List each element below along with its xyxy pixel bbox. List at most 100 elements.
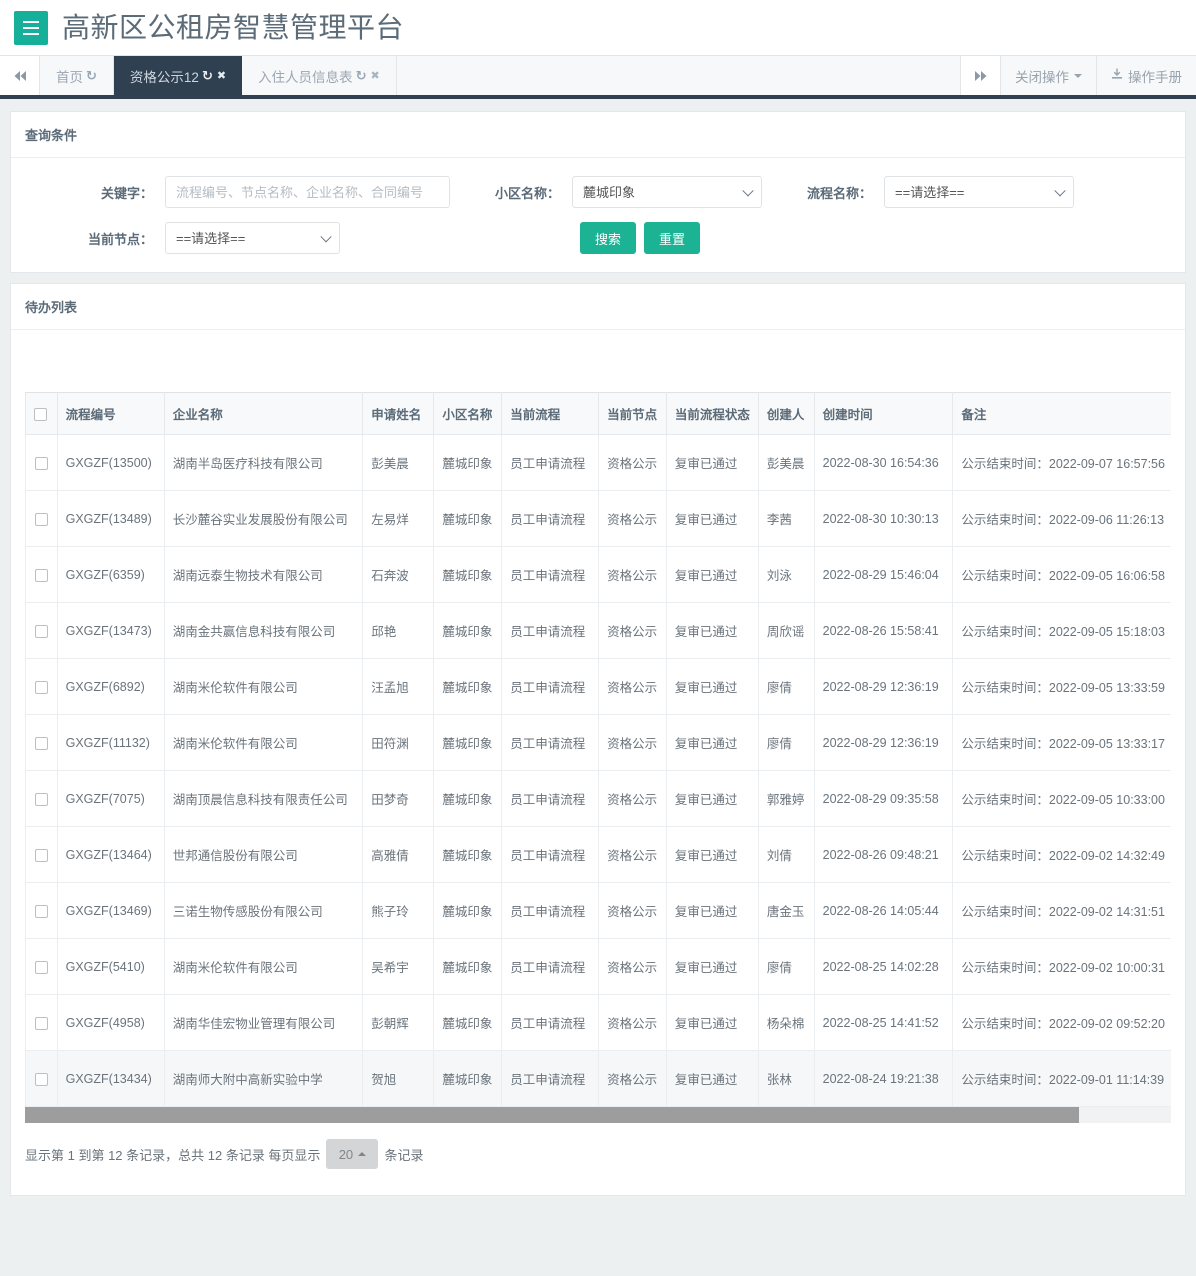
row-select-checkbox[interactable] bbox=[34, 960, 48, 974]
row-select-checkbox[interactable] bbox=[34, 904, 48, 918]
row-select-checkbox[interactable] bbox=[34, 1016, 48, 1030]
row-select-checkbox[interactable] bbox=[34, 568, 48, 582]
close-icon[interactable]: ✖ bbox=[216, 70, 227, 82]
refresh-icon[interactable]: ↻ bbox=[201, 67, 213, 83]
row-select-checkbox[interactable] bbox=[34, 1072, 48, 1086]
select-all-checkbox[interactable] bbox=[34, 407, 47, 421]
cell-community: 麓城印象 bbox=[433, 1050, 503, 1107]
horizontal-scrollbar[interactable] bbox=[25, 1107, 1171, 1123]
flow-name-label: 流程名称： bbox=[807, 185, 873, 201]
row-select-checkbox[interactable] bbox=[34, 456, 48, 470]
cell-flow: 员工申请流程 bbox=[501, 546, 600, 603]
col-header-applicant[interactable]: 申请姓名 bbox=[362, 392, 435, 435]
col-header-node[interactable]: 当前节点 bbox=[598, 392, 667, 435]
cell-flow-no: GXGZF(11132) bbox=[56, 714, 165, 771]
col-header-flow[interactable]: 当前流程 bbox=[501, 392, 600, 435]
scrollbar-thumb[interactable] bbox=[25, 1107, 1080, 1123]
tab-bar: 首页 ↻ 资格公示12 ↻ ✖ 入住人员信息表 ↻ ✖ 关闭操作 bbox=[0, 55, 1196, 99]
table-row[interactable]: GXGZF(13473) 湖南金共赢信息科技有限公司 邱艳 麓城印象 员工申请流程 资格公… bbox=[25, 602, 1171, 659]
cell-flow-no: GXGZF(13464) bbox=[56, 826, 165, 883]
cell-state: 复审已通过 bbox=[665, 546, 759, 603]
operation-manual-button[interactable]: 操作手册 bbox=[1096, 56, 1196, 95]
row-select-checkbox[interactable] bbox=[34, 680, 48, 694]
cell-flow-no: GXGZF(13489) bbox=[56, 490, 165, 547]
cell-company: 湖南米伦软件有限公司 bbox=[163, 658, 364, 715]
operation-manual-label: 操作手册 bbox=[1128, 69, 1182, 85]
search-input[interactable] bbox=[165, 176, 450, 208]
row-select-cell bbox=[25, 714, 58, 771]
cell-state: 复审已通过 bbox=[665, 714, 759, 771]
col-header-company[interactable]: 企业名称 bbox=[163, 392, 364, 435]
row-select-cell bbox=[25, 770, 58, 827]
col-header-creator[interactable]: 创建人 bbox=[757, 392, 815, 435]
cell-company: 湖南米伦软件有限公司 bbox=[163, 938, 364, 995]
table-row[interactable]: GXGZF(4958) 湖南华佳宏物业管理有限公司 彭朝辉 麓城印象 员工申请流程 资格公… bbox=[25, 994, 1171, 1051]
cell-applicant: 熊子玲 bbox=[362, 882, 435, 939]
cell-node: 资格公示 bbox=[598, 602, 667, 659]
community-select[interactable]: 麓城印象 bbox=[572, 176, 763, 208]
cell-created: 2022-08-26 09:48:21 bbox=[813, 826, 954, 883]
download-icon bbox=[1111, 68, 1123, 83]
row-select-checkbox[interactable] bbox=[34, 848, 48, 862]
page-size-selector[interactable]: 20 bbox=[326, 1139, 379, 1169]
tab-scroll-right-icon[interactable] bbox=[960, 56, 1000, 95]
table-row[interactable]: GXGZF(13464) 世邦通信股份有限公司 高雅倩 麓城印象 员工申请流程 资格公示复… bbox=[25, 826, 1171, 883]
page-content: 查询条件 关键字： 小区名称： 麓城印象 流程名称： bbox=[0, 99, 1196, 1196]
col-header-state[interactable]: 当前流程状态 bbox=[665, 392, 759, 435]
flow-name-select[interactable]: ==请选择== bbox=[884, 176, 1075, 208]
refresh-icon[interactable]: ↻ bbox=[86, 67, 97, 83]
cell-community: 麓城印象 bbox=[433, 658, 503, 715]
close-operations-label: 关闭操作 bbox=[1015, 69, 1069, 85]
cell-flow-no: GXGZF(13434) bbox=[56, 1050, 165, 1107]
row-select-checkbox[interactable] bbox=[34, 792, 48, 806]
row-select-checkbox[interactable] bbox=[34, 624, 48, 638]
table-row[interactable]: GXGZF(13469) 三诺生物传感股份有限公司 熊子玲 麓城印象 员工申请流程 资格公… bbox=[25, 882, 1171, 939]
query-panel-title: 查询条件 bbox=[11, 112, 1185, 158]
table-row[interactable]: GXGZF(6359) 湖南远泰生物技术有限公司 石奔波 麓城印象 员工申请流程 资格公示… bbox=[25, 546, 1171, 603]
row-select-cell bbox=[25, 434, 58, 491]
close-operations-dropdown[interactable]: 关闭操作 bbox=[1000, 56, 1096, 95]
cell-community: 麓城印象 bbox=[433, 714, 503, 771]
tab-scroll-left-icon[interactable] bbox=[0, 56, 40, 95]
cell-creator: 刘倩 bbox=[757, 826, 815, 883]
record-count-suffix: 条记录 bbox=[384, 1147, 424, 1163]
search-button[interactable]: 搜索 bbox=[580, 222, 637, 254]
tab-resident-info-table[interactable]: 入住人员信息表 ↻ ✖ bbox=[242, 56, 397, 95]
table-row[interactable]: GXGZF(13500) 湖南半岛医疗科技有限公司 彭美晨 麓城印象 员工申请流程 资格公… bbox=[25, 434, 1171, 491]
cell-node: 资格公示 bbox=[598, 826, 667, 883]
table-body: GXGZF(13500) 湖南半岛医疗科技有限公司 彭美晨 麓城印象 员工申请流程 资格公… bbox=[25, 434, 1171, 1107]
hamburger-icon[interactable] bbox=[14, 10, 48, 45]
current-node-select[interactable]: ==请选择== bbox=[165, 222, 340, 254]
row-select-checkbox[interactable] bbox=[34, 736, 48, 750]
cell-applicant: 田梦奇 bbox=[362, 770, 435, 827]
reset-button[interactable]: 重置 bbox=[644, 222, 701, 254]
table-row[interactable]: GXGZF(11132) 湖南米伦软件有限公司 田符渊 麓城印象 员工申请流程 资格公示复… bbox=[25, 714, 1171, 771]
col-header-community[interactable]: 小区名称 bbox=[433, 392, 503, 435]
col-header-flow-no[interactable]: 流程编号 bbox=[56, 392, 165, 435]
tab-home[interactable]: 首页 ↻ bbox=[40, 56, 114, 95]
page-size-value: 20 bbox=[338, 1146, 354, 1162]
cell-flow: 员工申请流程 bbox=[501, 882, 600, 939]
cell-memo: 公示结束时间：2022-09-06 11:26:13 bbox=[952, 490, 1171, 547]
refresh-icon[interactable]: ↻ bbox=[355, 67, 367, 83]
row-select-cell bbox=[25, 658, 58, 715]
cell-company: 世邦通信股份有限公司 bbox=[163, 826, 364, 883]
table-row[interactable]: GXGZF(6892) 湖南米伦软件有限公司 汪孟旭 麓城印象 员工申请流程 资格公示 复审… bbox=[25, 658, 1171, 715]
table-header-row: 流程编号 企业名称 申请姓名 小区名称 当前流程 当前节点 当前流程状态 创建人… bbox=[25, 392, 1171, 435]
cell-flow: 员工申请流程 bbox=[501, 1050, 600, 1107]
table-row[interactable]: GXGZF(13434) 湖南师大附中高新实验中学 贺旭 麓城印象 员工申请流程 资格公示… bbox=[25, 1050, 1171, 1107]
table-row[interactable]: GXGZF(13489) 长沙麓谷实业发展股份有限公司 左易烊 麓城印象 员工申请流程资… bbox=[25, 490, 1171, 547]
row-select-checkbox[interactable] bbox=[34, 512, 48, 526]
tab-qualification-publicity[interactable]: 资格公示12 ↻ ✖ bbox=[113, 56, 243, 95]
close-icon[interactable]: ✖ bbox=[370, 70, 380, 82]
cell-applicant: 田符渊 bbox=[362, 714, 435, 771]
table-row[interactable]: GXGZF(7075) 湖南顶晨信息科技有限责任公司 田梦奇 麓城印象 员工申请流程 资格… bbox=[25, 770, 1171, 827]
cell-company: 湖南远泰生物技术有限公司 bbox=[163, 546, 364, 603]
cell-flow: 员工申请流程 bbox=[501, 826, 600, 883]
col-header-created[interactable]: 创建时间 bbox=[813, 392, 954, 435]
table-toolbar-spacer bbox=[25, 340, 1171, 392]
query-actions: 搜索 重置 bbox=[580, 222, 701, 254]
col-header-memo[interactable]: 备注 bbox=[952, 392, 1171, 435]
table-row[interactable]: GXGZF(5410) 湖南米伦软件有限公司 吴希宇 麓城印象 员工申请流程 资格公示 复审… bbox=[25, 938, 1171, 995]
cell-creator: 杨朵棉 bbox=[757, 994, 815, 1051]
